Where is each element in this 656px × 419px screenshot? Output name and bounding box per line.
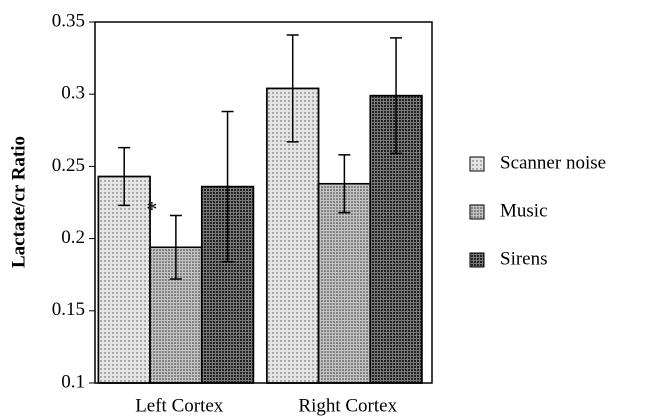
- y-tick-label: 0.25: [52, 155, 85, 176]
- x-tick-label: Left Cortex: [135, 395, 224, 416]
- error-bar: [338, 154, 351, 214]
- legend-label: Music: [500, 200, 548, 221]
- y-tick-label: 0.35: [52, 10, 85, 31]
- y-tick-label: 0.2: [61, 227, 85, 248]
- error-bar: [286, 34, 299, 143]
- legend-swatch-texture: [469, 156, 485, 172]
- plot-frame: [94, 21, 433, 384]
- y-axis-label: Lactate/cr Ratio: [8, 136, 29, 268]
- annotation: *: [146, 197, 157, 222]
- error-bar: [118, 146, 131, 207]
- legend-swatch-texture: [469, 252, 485, 268]
- legend-label: Scanner noise: [500, 152, 606, 173]
- y-tick-label: 0.3: [61, 83, 85, 104]
- error-bar: [390, 37, 403, 155]
- error-bar: [169, 214, 182, 280]
- legend-label: Sirens: [500, 248, 548, 269]
- y-tick-label: 0.15: [52, 299, 85, 320]
- error-bar: [221, 110, 234, 263]
- legend-swatch-texture: [469, 204, 485, 220]
- bar-texture: [97, 175, 151, 384]
- bar-texture: [317, 182, 371, 384]
- y-tick-label: 0.1: [61, 371, 85, 392]
- x-tick-label: Right Cortex: [298, 395, 397, 416]
